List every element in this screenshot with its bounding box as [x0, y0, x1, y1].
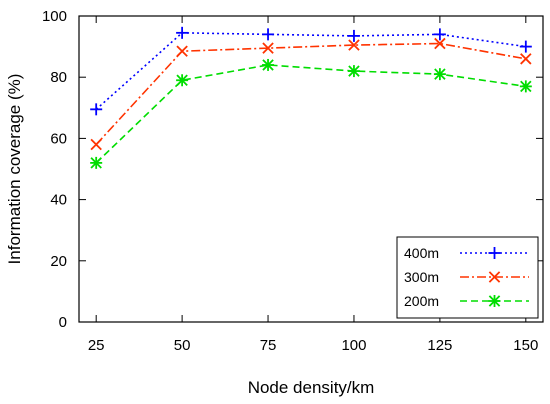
- series-300m: [90, 37, 532, 151]
- y-tick-label: 0: [59, 314, 67, 331]
- data-point: [90, 138, 102, 151]
- data-point: [433, 28, 446, 41]
- data-point: [262, 28, 275, 41]
- y-tick-label: 40: [50, 192, 67, 209]
- series-line: [95, 64, 526, 164]
- data-point: [433, 68, 446, 81]
- x-axis-label: Node density/km: [248, 378, 375, 397]
- y-tick-label: 80: [50, 69, 67, 86]
- data-point: [90, 156, 103, 169]
- y-tick-label: 20: [50, 253, 67, 270]
- legend-marker: [488, 247, 501, 259]
- series-line: [95, 32, 526, 110]
- series-line: [95, 42, 526, 146]
- y-tick-label: 100: [42, 8, 67, 25]
- legend-entry: 300m: [404, 269, 529, 285]
- plot-frame: [78, 15, 544, 323]
- y-axis-label: Information coverage (%): [5, 74, 24, 265]
- x-tick-label: 50: [174, 337, 191, 354]
- legend: 400m 300m 200m: [396, 236, 539, 319]
- data-point: [347, 65, 360, 78]
- data-point: [348, 39, 360, 51]
- data-point: [176, 26, 189, 39]
- data-point: [262, 42, 274, 54]
- data-point: [90, 103, 103, 116]
- data-point: [262, 58, 275, 71]
- legend-label: 300m: [404, 269, 439, 285]
- legend-marker: [488, 271, 501, 283]
- data-point: [347, 29, 360, 42]
- x-tick-label: 100: [341, 337, 366, 354]
- x-tick-label: 125: [427, 337, 452, 354]
- data-point: [519, 80, 532, 93]
- data-point: [434, 37, 446, 50]
- data-point: [520, 53, 532, 65]
- legend-entry: 400m: [404, 245, 529, 261]
- data-point: [176, 74, 189, 87]
- series-400m: [90, 26, 532, 116]
- legend-label: 200m: [404, 293, 439, 309]
- x-tick-label: 25: [88, 337, 105, 354]
- data-point: [519, 40, 532, 53]
- x-tick-label: 150: [513, 337, 538, 354]
- legend-entry: 200m: [404, 293, 529, 309]
- legend-label: 400m: [404, 245, 439, 261]
- series-layer: [90, 26, 532, 169]
- legend-marker: [488, 295, 501, 307]
- data-point: [176, 45, 188, 57]
- x-tick-label: 75: [260, 337, 277, 354]
- series-200m: [90, 58, 532, 169]
- y-tick-label: 60: [50, 130, 67, 147]
